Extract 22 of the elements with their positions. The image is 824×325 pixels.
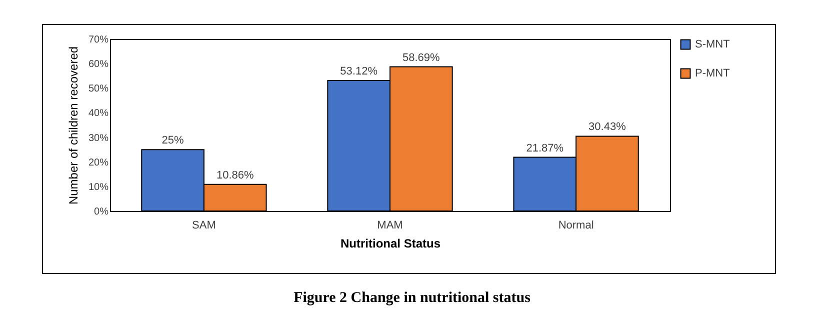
y-tick-label: 10% — [88, 182, 109, 193]
data-label: 10.86% — [216, 169, 254, 182]
y-axis-title: Number of children recovered — [66, 46, 80, 205]
data-label: 25% — [162, 134, 184, 147]
y-tick-label: 60% — [88, 59, 109, 70]
y-tick-label: 70% — [88, 34, 109, 46]
y-tick-label: 20% — [88, 157, 109, 168]
y-tick-label: 30% — [88, 132, 109, 144]
x-tick-label: SAM — [192, 220, 216, 232]
y-tick-label: 40% — [88, 108, 109, 120]
data-label: 21.87% — [526, 142, 564, 154]
x-tick-label: MAM — [377, 220, 403, 232]
x-axis-title: Nutritional Status — [340, 236, 441, 250]
legend-label: P-MNT — [695, 68, 730, 80]
data-label: 53.12% — [340, 65, 378, 78]
caption: Figure 2 Change in nutritional status — [292, 290, 532, 307]
legend-label: S-MNT — [695, 38, 730, 50]
y-tick-label: 50% — [88, 84, 109, 95]
data-label: 30.43% — [588, 121, 626, 134]
y-tick-label: 0% — [94, 206, 109, 218]
data-label: 58.69% — [402, 52, 440, 64]
x-tick-label: Normal — [558, 220, 594, 232]
